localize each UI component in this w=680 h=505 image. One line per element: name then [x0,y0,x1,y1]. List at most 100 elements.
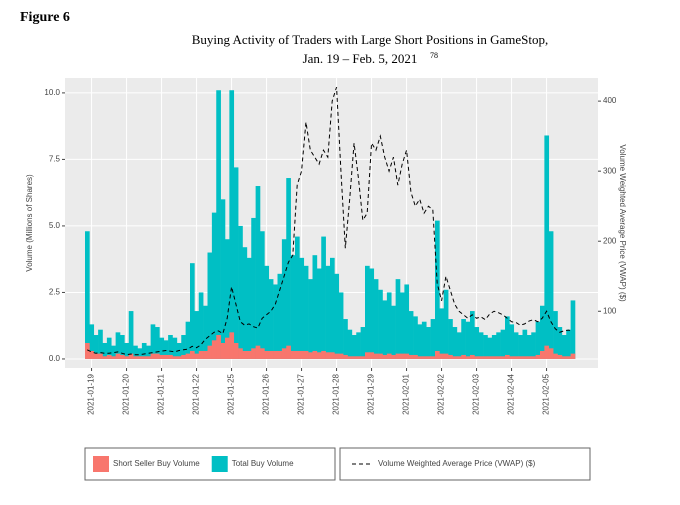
bar [566,329,571,359]
bar [277,350,283,359]
bar [334,353,340,359]
bar [115,332,121,359]
bar [378,289,383,359]
bar [141,342,147,359]
bar [312,255,318,359]
bar [365,352,370,359]
bar [535,321,541,359]
bar [102,356,108,359]
bar [474,356,480,359]
x-tick-label: 2021-01-28 [332,373,341,414]
bar [255,186,261,359]
bar [176,356,182,359]
bar [426,327,431,359]
legend-key [93,456,109,472]
bar [159,337,165,359]
bar [308,279,313,359]
bar [150,324,156,359]
bar [102,342,108,359]
bar [347,329,353,359]
bar [439,353,445,359]
bar [185,321,191,359]
bar [111,356,116,359]
bar [452,356,458,359]
bar [93,353,99,359]
bar [548,348,554,359]
bar [435,350,440,359]
bar [334,273,340,359]
bar [391,354,396,359]
bar [229,332,235,359]
bar [172,337,178,359]
legend-box [339,447,591,481]
bar [251,348,256,359]
bar [260,348,265,359]
bar [216,335,221,359]
legend-box [84,447,336,481]
y-tick-label: 7.5 [49,155,61,164]
bar [566,356,571,359]
bar [386,292,392,359]
bar [198,350,204,359]
bar [273,350,278,359]
bar [303,265,309,359]
bar [430,356,436,359]
bar [509,356,515,359]
bar [540,305,545,359]
bar [325,352,331,359]
bar [185,353,191,359]
bar [312,350,318,359]
bar [281,348,287,359]
bar [378,353,383,359]
bar [360,356,366,359]
bar [526,356,532,359]
bar [321,350,326,359]
bar [356,356,361,359]
bar [133,356,138,359]
bar [251,217,256,359]
x-tick-label: 2021-02-01 [402,373,411,414]
y-tick-label: 10.0 [44,88,60,97]
bar [561,356,567,359]
bar [159,354,165,359]
legend-label: Short Seller Buy Volume [113,459,200,468]
x-tick-label: 2021-01-26 [262,373,271,414]
x-tick-label: 2021-02-02 [437,373,446,414]
y2-tick-label: 100 [603,306,617,315]
x-tick-label: 2021-02-05 [542,373,551,414]
bar [264,350,270,359]
bar [478,356,484,359]
bar [386,353,392,359]
bar [146,356,151,359]
bar [540,350,545,359]
bar [255,345,261,359]
bar [338,292,344,359]
bar [505,354,510,359]
bar [417,324,423,359]
bar [373,353,379,359]
y2-tick-label: 200 [603,236,617,245]
bar [229,90,235,359]
bar [408,311,414,359]
bar [233,342,239,359]
y2-axis-title: Volume Weighted Average Price (VWAP) ($) [618,144,627,302]
bar [413,354,418,359]
bar [238,348,243,359]
bar [155,327,160,359]
bar [299,257,305,359]
bar [246,350,252,359]
bar [421,356,427,359]
bar [93,335,99,359]
bar [382,354,388,359]
legend-label: Total Buy Volume [232,459,294,468]
bar [194,353,200,359]
bar [98,329,103,359]
bar [281,239,287,359]
bar [421,321,427,359]
bar [316,352,322,359]
bar [120,335,125,359]
y2-tick-label: 300 [603,166,617,175]
bar [500,329,506,359]
bar [544,345,550,359]
